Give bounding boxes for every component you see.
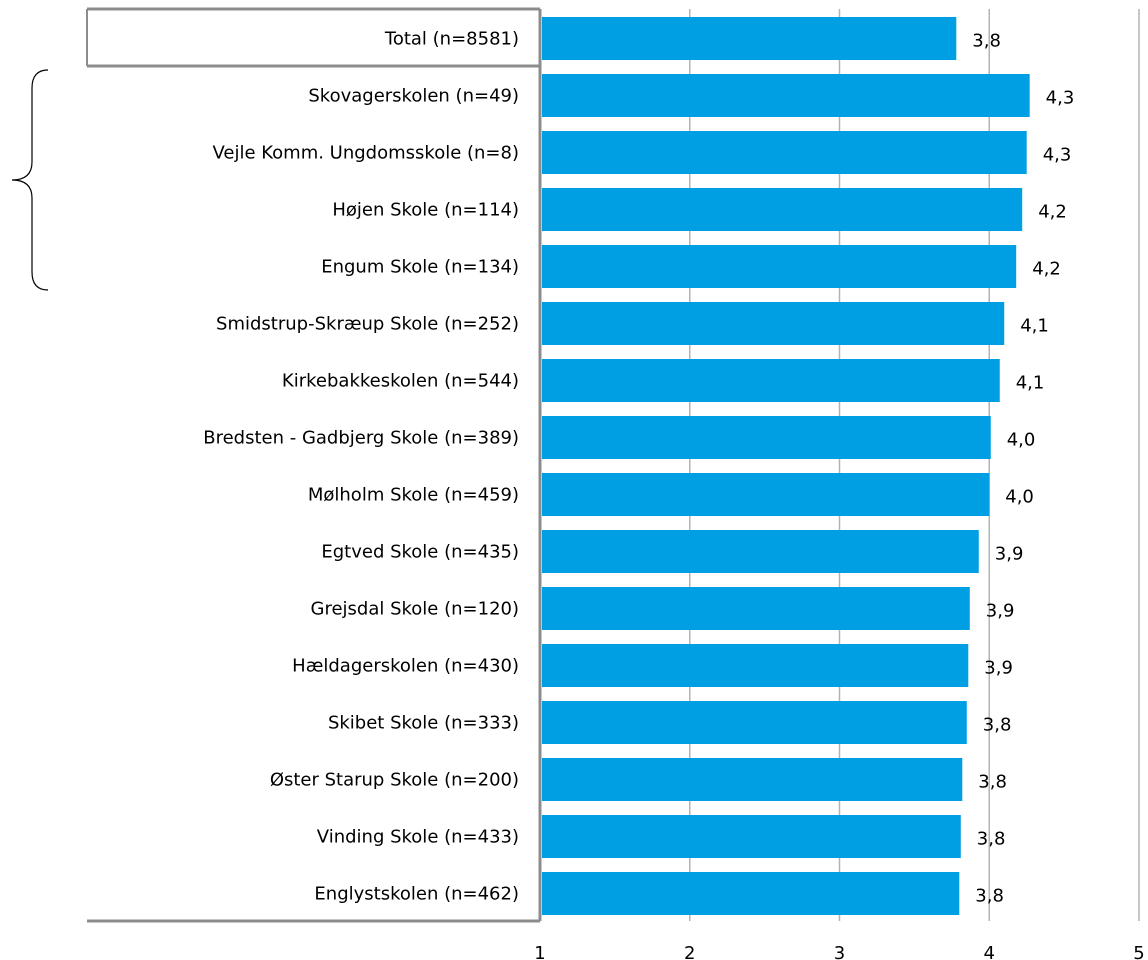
tick-layer: 1 2 3 4 5: [534, 943, 1144, 960]
bar: [542, 188, 1023, 231]
data-label: 3,8: [983, 715, 1012, 736]
data-label: 4,0: [1005, 487, 1034, 508]
x-tick-label: 3: [834, 943, 845, 960]
category-label: Total (n=8581): [384, 29, 519, 50]
data-label: 3,9: [986, 601, 1015, 622]
data-label: 3,9: [995, 544, 1024, 565]
data-label: 4,1: [1016, 373, 1045, 394]
bar: [542, 416, 991, 459]
category-label: Englystskolen (n=462): [314, 884, 519, 905]
data-label: 4,3: [1043, 145, 1072, 166]
data-label: 3,8: [972, 31, 1001, 52]
data-label: 4,3: [1046, 88, 1075, 109]
category-label: Grejsdal Skole (n=120): [311, 599, 520, 620]
data-label: 3,8: [977, 829, 1006, 850]
bar: [542, 644, 969, 687]
bar-layer: [542, 17, 1030, 915]
category-label: Skibet Skole (n=333): [328, 713, 519, 734]
data-label: 3,9: [984, 658, 1013, 679]
category-label: Højen Skole (n=114): [332, 200, 519, 221]
category-label: Egtved Skole (n=435): [321, 542, 519, 563]
data-label: 4,1: [1020, 316, 1049, 337]
data-label: 3,8: [978, 772, 1007, 793]
category-label: Vejle Komm. Ungdomsskole (n=8): [212, 143, 519, 164]
x-tick-label: 5: [1133, 943, 1144, 960]
frame-layer: [86, 7, 542, 923]
bar: [542, 17, 957, 60]
category-label: Hældagerskolen (n=430): [292, 656, 519, 677]
bar: [542, 74, 1030, 117]
bar: [542, 302, 1005, 345]
category-label: Skovagerskolen (n=49): [308, 86, 519, 107]
data-label: 4,2: [1038, 202, 1067, 223]
value-layer: 3,8 4,3 4,3 4,2 4,2 4,1 4,1 4,0 4,0 3,9 3,9 3,9 3,8 3…: [972, 31, 1074, 907]
label-layer: Total (n=8581) Skovagerskolen (n=49) Vejle…: [203, 29, 519, 905]
data-label: 4,0: [1007, 430, 1036, 451]
x-tick-label: 2: [684, 943, 695, 960]
bar: [542, 587, 970, 630]
brace-layer: [11, 69, 49, 291]
data-label: 3,8: [975, 886, 1004, 907]
bar: [542, 815, 961, 858]
bar: [542, 758, 963, 801]
bar: [542, 131, 1027, 174]
category-label: Smidstrup-Skræup Skole (n=252): [216, 314, 519, 335]
bar: [542, 245, 1017, 288]
category-label: Kirkebakkeskolen (n=544): [282, 371, 519, 392]
bar: [542, 359, 1000, 402]
category-label: Engum Skole (n=134): [321, 257, 519, 278]
bar: [542, 530, 979, 573]
group-brace: [11, 69, 49, 291]
x-tick-label: 4: [984, 943, 995, 960]
category-label: Vinding Skole (n=433): [317, 827, 519, 848]
data-label: 4,2: [1032, 259, 1061, 280]
x-tick-label: 1: [534, 943, 545, 960]
bar: [542, 872, 960, 915]
category-label: Bredsten - Gadbjerg Skole (n=389): [203, 428, 519, 449]
bar: [542, 473, 990, 516]
bar: [542, 701, 967, 744]
category-label: Mølholm Skole (n=459): [308, 485, 519, 506]
category-label: Øster Starup Skole (n=200): [270, 770, 519, 791]
